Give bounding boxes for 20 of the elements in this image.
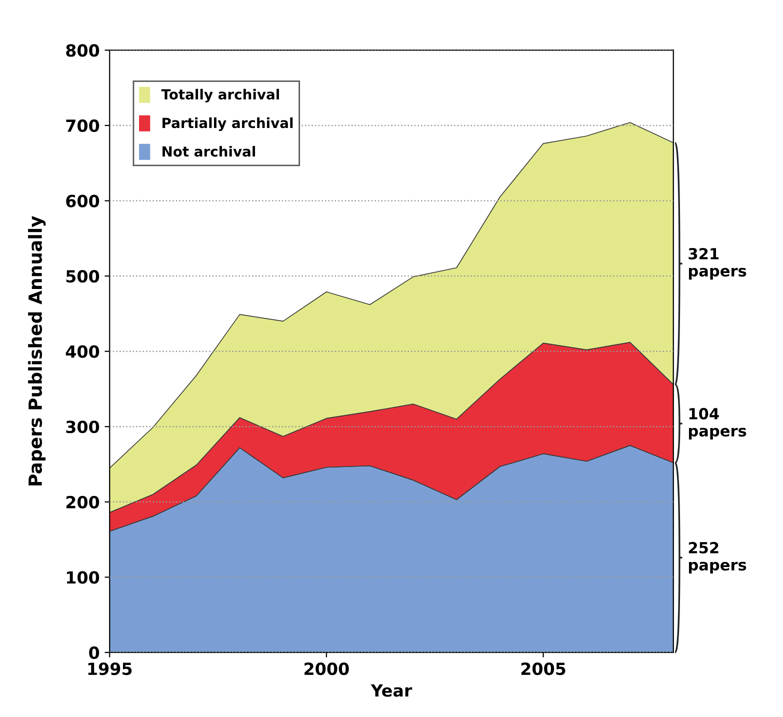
legend-label: Totally archival <box>161 88 279 102</box>
x-tick-label: 2005 <box>521 662 566 676</box>
y-tick-label: 700 <box>66 119 100 132</box>
text: 252 papers <box>688 542 746 574</box>
x-tick-label: 2000 <box>304 662 349 676</box>
text: 104 papers <box>688 408 746 440</box>
legend-label: Partially archival <box>162 117 293 131</box>
y-tick-label: 100 <box>66 571 100 584</box>
y-axis-title: Papers Published Annually <box>28 216 46 486</box>
y-tick-label: 0 <box>89 646 100 660</box>
y-tick-label: 600 <box>66 194 100 208</box>
x-tick-label: 1995 <box>88 662 132 676</box>
text: 321 papers <box>688 248 746 280</box>
x-axis-title: Year <box>370 684 412 697</box>
y-tick-label: 800 <box>66 44 100 57</box>
y-tick-label: 200 <box>66 496 100 508</box>
y-tick-label: 400 <box>66 345 100 358</box>
y-tick-label: 300 <box>66 420 100 434</box>
legend-label: Not archival <box>162 146 256 157</box>
y-tick-label: 500 <box>66 270 100 283</box>
